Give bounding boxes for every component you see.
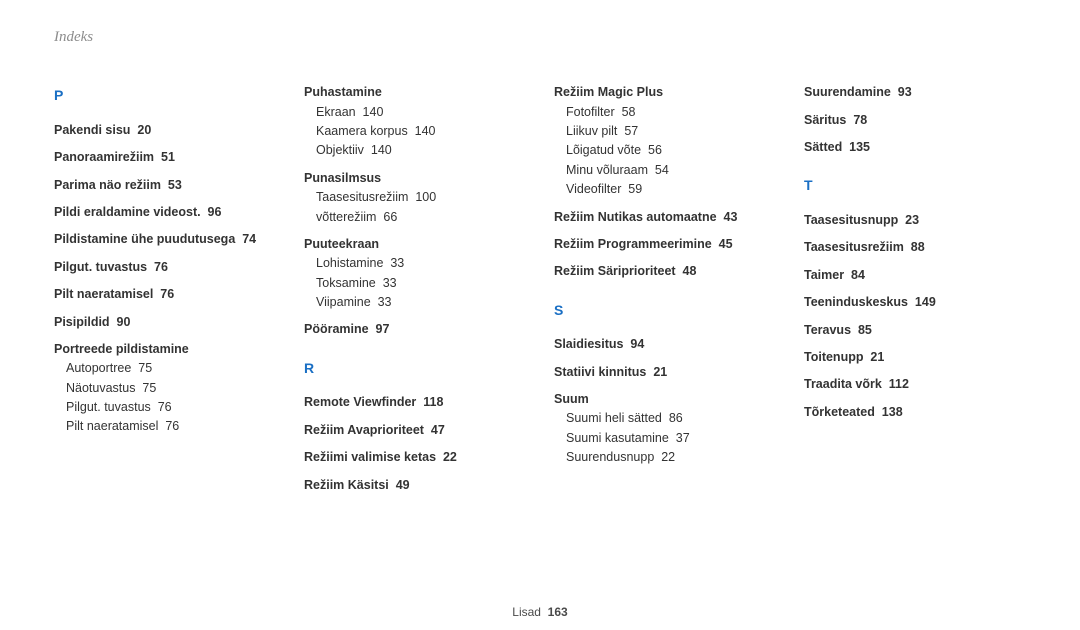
index-entry: Pakendi sisu 20 — [54, 121, 276, 140]
index-entry: Pildi eraldamine videost. 96 — [54, 203, 276, 222]
index-subentry: Pilgut. tuvastus 76 — [54, 398, 276, 417]
index-subentry: Lohistamine 33 — [304, 254, 526, 273]
index-entry: Taimer 84 — [804, 266, 1026, 285]
index-entry: Pööramine 97 — [304, 320, 526, 339]
index-subentry: Videofilter 59 — [554, 180, 776, 199]
index-entry: Teeninduskeskus 149 — [804, 293, 1026, 312]
index-entry: Sätted 135 — [804, 138, 1026, 157]
index-group: Portreede pildistamine Autoportree 75 Nä… — [54, 340, 276, 437]
index-subentry: Toksamine 33 — [304, 274, 526, 293]
index-group-head: Režiim Magic Plus — [554, 83, 776, 102]
letter-p: P — [54, 85, 276, 107]
index-group: Suum Suumi heli sätted 86 Suumi kasutami… — [554, 390, 776, 468]
col-2: Puhastamine Ekraan 140 Kaamera korpus 14… — [304, 83, 526, 503]
index-subentry: võtterežiim 66 — [304, 208, 526, 227]
index-entry: Pisipildid 90 — [54, 313, 276, 332]
index-entry: Teravus 85 — [804, 321, 1026, 340]
index-subentry: Lõigatud võte 56 — [554, 141, 776, 160]
index-group: Punasilmsus Taasesitusrežiim 100 võttere… — [304, 169, 526, 227]
index-subentry: Autoportree 75 — [54, 359, 276, 378]
index-group-head: Puuteekraan — [304, 235, 526, 254]
page-footer: Lisad 163 — [0, 603, 1080, 622]
index-entry: Taasesitusnupp 23 — [804, 211, 1026, 230]
index-subentry: Fotofilter 58 — [554, 103, 776, 122]
col-4: Suurendamine 93 Säritus 78 Sätted 135 T … — [804, 83, 1026, 503]
index-group-head: Portreede pildistamine — [54, 340, 276, 359]
index-columns: P Pakendi sisu 20 Panoraamirežiim 51 Par… — [54, 83, 1026, 503]
index-entry: Remote Viewfinder 118 — [304, 393, 526, 412]
index-group-head: Puhastamine — [304, 83, 526, 102]
index-entry: Toitenupp 21 — [804, 348, 1026, 367]
index-entry: Pilgut. tuvastus 76 — [54, 258, 276, 277]
footer-page-number: 163 — [548, 605, 568, 619]
index-subentry: Objektiiv 140 — [304, 141, 526, 160]
letter-r: R — [304, 358, 526, 380]
page: Indeks P Pakendi sisu 20 Panoraamirežiim… — [0, 0, 1080, 630]
index-entry: Režiim Nutikas automaatne 43 — [554, 208, 776, 227]
index-group: Puuteekraan Lohistamine 33 Toksamine 33 … — [304, 235, 526, 313]
index-entry: Suurendamine 93 — [804, 83, 1026, 102]
page-header: Indeks — [54, 26, 1026, 49]
index-entry: Režiim Säriprioriteet 48 — [554, 262, 776, 281]
col-1: P Pakendi sisu 20 Panoraamirežiim 51 Par… — [54, 83, 276, 503]
index-entry: Säritus 78 — [804, 111, 1026, 130]
letter-t: T — [804, 175, 1026, 197]
index-entry: Panoraamirežiim 51 — [54, 148, 276, 167]
index-subentry: Viipamine 33 — [304, 293, 526, 312]
index-entry: Slaidiesitus 94 — [554, 335, 776, 354]
index-subentry: Kaamera korpus 140 — [304, 122, 526, 141]
index-group-head: Punasilmsus — [304, 169, 526, 188]
index-subentry: Ekraan 140 — [304, 103, 526, 122]
index-entry: Režiim Programmeerimine 45 — [554, 235, 776, 254]
index-subentry: Taasesitusrežiim 100 — [304, 188, 526, 207]
index-entry: Režiimi valimise ketas 22 — [304, 448, 526, 467]
index-group: Režiim Magic Plus Fotofilter 58 Liikuv p… — [554, 83, 776, 199]
index-entry: Režiim Käsitsi 49 — [304, 476, 526, 495]
index-entry: Parima näo režiim 53 — [54, 176, 276, 195]
index-subentry: Suurendusnupp 22 — [554, 448, 776, 467]
footer-label: Lisad — [512, 605, 541, 619]
index-entry: Pilt naeratamisel 76 — [54, 285, 276, 304]
index-entry: Režiim Avaprioriteet 47 — [304, 421, 526, 440]
index-subentry: Pilt naeratamisel 76 — [54, 417, 276, 436]
index-group: Puhastamine Ekraan 140 Kaamera korpus 14… — [304, 83, 526, 161]
index-entry: Traadita võrk 112 — [804, 375, 1026, 394]
col-3: Režiim Magic Plus Fotofilter 58 Liikuv p… — [554, 83, 776, 503]
index-group-head: Suum — [554, 390, 776, 409]
index-subentry: Minu võluraam 54 — [554, 161, 776, 180]
index-subentry: Liikuv pilt 57 — [554, 122, 776, 141]
index-subentry: Suumi kasutamine 37 — [554, 429, 776, 448]
index-subentry: Näotuvastus 75 — [54, 379, 276, 398]
index-entry: Tõrketeated 138 — [804, 403, 1026, 422]
index-entry: Pildistamine ühe puudutusega 74 — [54, 230, 276, 249]
index-entry: Statiivi kinnitus 21 — [554, 363, 776, 382]
index-subentry: Suumi heli sätted 86 — [554, 409, 776, 428]
index-entry: Taasesitusrežiim 88 — [804, 238, 1026, 257]
letter-s: S — [554, 300, 776, 322]
